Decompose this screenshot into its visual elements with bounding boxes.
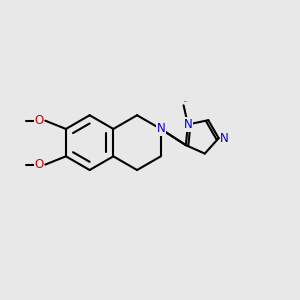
Text: O: O <box>34 114 44 127</box>
Text: N: N <box>220 132 229 145</box>
Text: O: O <box>34 158 44 171</box>
Text: N: N <box>156 122 165 135</box>
Text: methyl: methyl <box>184 100 188 102</box>
Text: N: N <box>184 118 192 131</box>
